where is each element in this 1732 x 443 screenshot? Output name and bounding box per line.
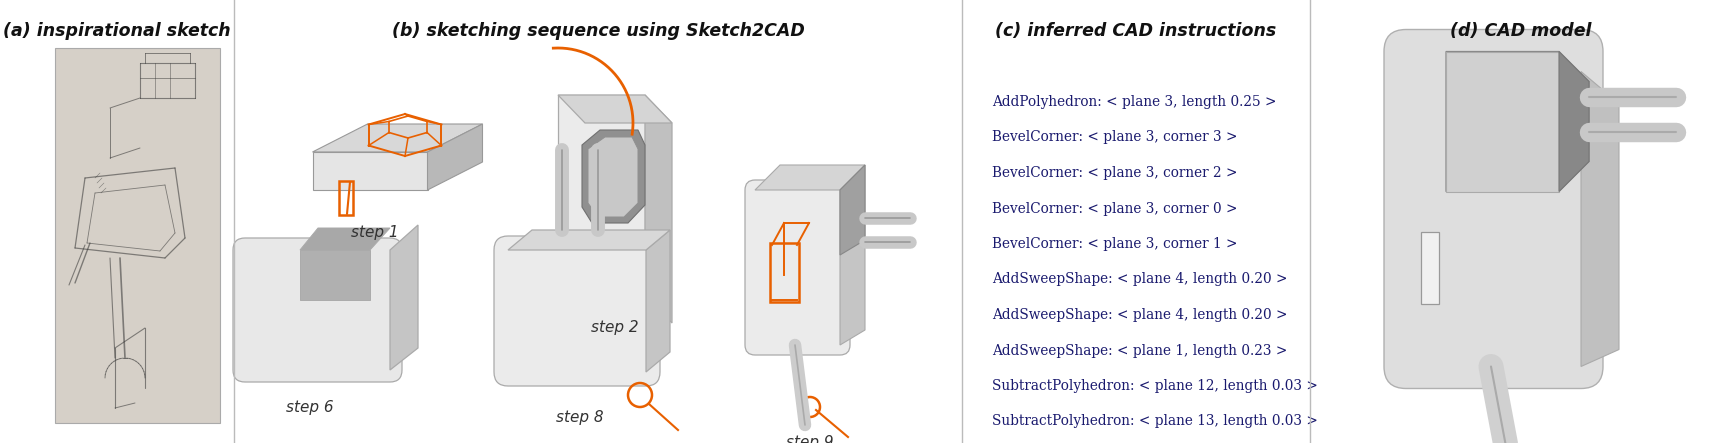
Polygon shape: [1446, 51, 1588, 191]
Polygon shape: [646, 230, 670, 372]
Polygon shape: [755, 165, 864, 190]
FancyBboxPatch shape: [55, 48, 220, 423]
Polygon shape: [1446, 51, 1559, 191]
Text: BevelCorner: < plane 3, corner 3 >: BevelCorner: < plane 3, corner 3 >: [992, 131, 1237, 144]
Polygon shape: [507, 230, 670, 250]
Text: (b) sketching sequence using Sketch2CAD: (b) sketching sequence using Sketch2CAD: [391, 22, 804, 40]
Polygon shape: [390, 225, 417, 370]
Polygon shape: [300, 250, 371, 300]
Polygon shape: [1559, 51, 1588, 191]
Polygon shape: [428, 124, 483, 190]
Text: AddPolyhedron: < plane 3, length 0.25 >: AddPolyhedron: < plane 3, length 0.25 >: [992, 95, 1276, 109]
Text: step 6: step 6: [286, 400, 334, 415]
Polygon shape: [312, 152, 428, 190]
Polygon shape: [1581, 71, 1619, 366]
Polygon shape: [587, 137, 637, 217]
Polygon shape: [300, 228, 390, 250]
Text: step 2: step 2: [591, 320, 639, 335]
FancyBboxPatch shape: [1384, 30, 1604, 389]
FancyBboxPatch shape: [1420, 232, 1439, 303]
Text: (a) inspirational sketch: (a) inspirational sketch: [3, 22, 230, 40]
Polygon shape: [840, 165, 864, 345]
Text: BevelCorner: < plane 3, corner 0 >: BevelCorner: < plane 3, corner 0 >: [992, 202, 1237, 215]
Text: SubtractPolyhedron: < plane 13, length 0.03 >: SubtractPolyhedron: < plane 13, length 0…: [992, 415, 1318, 428]
Text: BevelCorner: < plane 3, corner 2 >: BevelCorner: < plane 3, corner 2 >: [992, 166, 1237, 180]
FancyBboxPatch shape: [745, 180, 850, 355]
Polygon shape: [582, 130, 644, 223]
Text: AddSweepShape: < plane 1, length 0.23 >: AddSweepShape: < plane 1, length 0.23 >: [992, 343, 1287, 358]
Text: AddSweepShape: < plane 4, length 0.20 >: AddSweepShape: < plane 4, length 0.20 >: [992, 272, 1287, 287]
Polygon shape: [558, 95, 672, 123]
Polygon shape: [312, 124, 483, 152]
Text: step 1: step 1: [352, 225, 398, 240]
Text: step 8: step 8: [556, 410, 604, 425]
Text: BevelCorner: < plane 3, corner 1 >: BevelCorner: < plane 3, corner 1 >: [992, 237, 1237, 251]
FancyBboxPatch shape: [494, 236, 660, 386]
Polygon shape: [644, 95, 672, 323]
Text: (c) inferred CAD instructions: (c) inferred CAD instructions: [996, 22, 1276, 40]
Text: AddSweepShape: < plane 4, length 0.20 >: AddSweepShape: < plane 4, length 0.20 >: [992, 308, 1287, 322]
Polygon shape: [840, 165, 864, 255]
Polygon shape: [558, 95, 644, 295]
Text: SubtractPolyhedron: < plane 12, length 0.03 >: SubtractPolyhedron: < plane 12, length 0…: [992, 379, 1318, 393]
Text: (d) CAD model: (d) CAD model: [1450, 22, 1592, 40]
Text: step 9: step 9: [786, 435, 833, 443]
FancyBboxPatch shape: [234, 238, 402, 382]
